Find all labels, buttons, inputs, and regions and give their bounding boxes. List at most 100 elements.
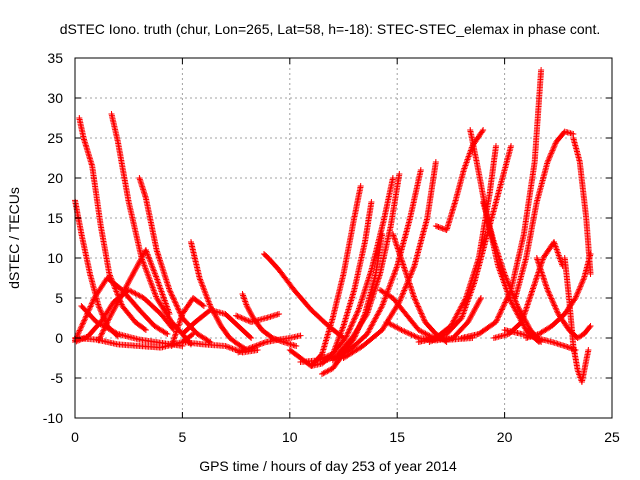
- data-series-track: [235, 332, 304, 356]
- data-points: [72, 67, 594, 385]
- y-tick-label: 15: [47, 210, 63, 226]
- data-point: [168, 312, 185, 349]
- data-point: [443, 316, 464, 337]
- data-point: [493, 288, 514, 325]
- data-point: [142, 195, 160, 252]
- data-point: [91, 276, 110, 301]
- data-point: [153, 275, 172, 316]
- data-point: [415, 335, 438, 345]
- data-point: [587, 271, 594, 277]
- data-point: [190, 295, 206, 309]
- data-point: [389, 295, 408, 316]
- data-point: [151, 323, 170, 337]
- data-point: [349, 312, 370, 341]
- x-tick-label: 15: [389, 429, 405, 445]
- data-point: [450, 320, 470, 341]
- data-point: [157, 311, 176, 332]
- data-point: [125, 199, 145, 260]
- data-series-track: [78, 303, 186, 349]
- data-series-track: [72, 197, 121, 340]
- data-point: [93, 319, 120, 337]
- data-point: [119, 303, 138, 324]
- data-point: [329, 347, 352, 364]
- data-point: [533, 255, 551, 292]
- y-tick-label: -10: [43, 410, 63, 426]
- data-point: [387, 172, 403, 229]
- x-tick-label: 0: [71, 429, 79, 445]
- data-point: [400, 263, 417, 300]
- data-point: [426, 331, 449, 345]
- y-tick-label: 25: [47, 130, 63, 146]
- data-point: [104, 275, 125, 293]
- data-point: [508, 143, 515, 149]
- data-point: [188, 239, 203, 280]
- data-series-track: [233, 311, 283, 325]
- data-point: [346, 332, 369, 353]
- data-point: [518, 288, 535, 325]
- x-tick-label: 5: [179, 429, 187, 445]
- data-series-track: [512, 128, 577, 301]
- data-point: [368, 216, 387, 273]
- data-point: [164, 331, 171, 337]
- y-axis-label: dSTEC / TECUs: [6, 187, 22, 289]
- data-point: [458, 280, 477, 321]
- data-point: [536, 323, 554, 337]
- data-point: [286, 332, 302, 341]
- data-point: [89, 163, 104, 228]
- data-point: [377, 287, 395, 301]
- data-point: [342, 308, 361, 341]
- data-point: [364, 272, 383, 317]
- data-series-track: [523, 251, 594, 341]
- data-point: [585, 347, 592, 353]
- data-point: [544, 287, 561, 316]
- data-point: [179, 296, 196, 317]
- data-point: [132, 319, 148, 333]
- data-point: [398, 327, 421, 341]
- data-point: [561, 255, 572, 300]
- data-point: [78, 303, 99, 324]
- data-point: [471, 232, 490, 285]
- data-point: [561, 296, 578, 317]
- data-point: [493, 143, 500, 149]
- data-series-track: [95, 247, 173, 344]
- data-point: [115, 139, 132, 204]
- data-point: [276, 311, 283, 317]
- y-tick-label: 20: [47, 170, 63, 186]
- data-point: [372, 232, 385, 277]
- data-series-track: [533, 255, 594, 341]
- data-series-track: [308, 199, 375, 369]
- data-point: [207, 307, 227, 317]
- data-point: [576, 159, 589, 220]
- data-point: [248, 315, 268, 325]
- data-point: [447, 296, 469, 329]
- x-axis-ticks: 0 5 10 15 20 25: [71, 58, 620, 445]
- data-point: [538, 67, 545, 73]
- data-point: [443, 200, 458, 233]
- data-series-track: [458, 67, 545, 341]
- data-point: [486, 144, 499, 197]
- data-point: [544, 140, 559, 165]
- x-tick-label: 10: [282, 429, 298, 445]
- data-series-track: [432, 127, 487, 233]
- data-point: [581, 324, 593, 337]
- data-point: [226, 335, 240, 347]
- data-point: [520, 160, 538, 237]
- data-point: [533, 335, 554, 345]
- y-tick-label: 5: [55, 290, 63, 306]
- data-point: [153, 247, 172, 292]
- data-point: [166, 311, 173, 317]
- data-point: [417, 167, 424, 173]
- data-point: [587, 251, 594, 257]
- data-point: [136, 175, 149, 200]
- y-tick-label: -5: [51, 370, 64, 386]
- data-point: [512, 256, 529, 301]
- data-point: [179, 339, 206, 348]
- data-point: [218, 323, 232, 340]
- data-point: [480, 127, 487, 133]
- data-point: [142, 327, 149, 333]
- y-tick-label: 10: [47, 250, 63, 266]
- data-series-track: [426, 143, 515, 345]
- data-point: [72, 197, 85, 236]
- data-point: [297, 332, 304, 339]
- x-tick-label: 25: [604, 429, 620, 445]
